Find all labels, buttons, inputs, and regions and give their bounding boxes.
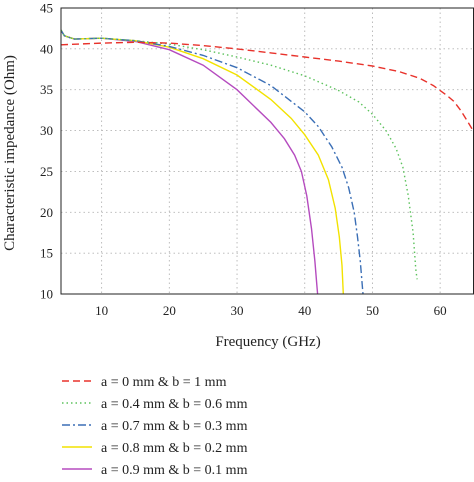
y-tick-label: 20	[40, 205, 53, 220]
y-tick-label: 10	[40, 287, 53, 302]
x-tick-label: 60	[434, 303, 447, 318]
x-tick-label: 10	[95, 303, 108, 318]
x-tick-label: 20	[163, 303, 176, 318]
series-line	[60, 29, 418, 280]
y-tick-label: 30	[40, 123, 53, 138]
legend-label: a = 0.4 mm & b = 0.6 mm	[101, 397, 248, 412]
legend-label: a = 0.7 mm & b = 0.3 mm	[101, 419, 248, 434]
x-tick-label: 50	[366, 303, 379, 318]
y-tick-label: 15	[40, 246, 53, 261]
legend-label: a = 0 mm & b = 1 mm	[101, 375, 227, 390]
x-tick-label: 30	[231, 303, 244, 318]
y-tick-label: 25	[40, 164, 53, 179]
x-tick-label: 40	[298, 303, 311, 318]
legend-label: a = 0.9 mm & b = 0.1 mm	[101, 463, 248, 478]
legend: a = 0 mm & b = 1 mm a = 0.4 mm & b = 0.6 …	[62, 375, 248, 478]
legend-label: a = 0.8 mm & b = 0.2 mm	[101, 441, 248, 456]
plot-lines	[60, 29, 474, 295]
series-line	[60, 29, 364, 295]
y-tick-label: 40	[40, 41, 53, 56]
series-line	[60, 29, 319, 295]
plot-frame	[60, 7, 474, 295]
series-line	[60, 41, 474, 133]
y-tick-labels: 10 15 20 25 30 35 40 45	[40, 1, 53, 302]
y-tick-label: 35	[40, 82, 53, 97]
y-axis-label: Characteristic impedance (Ohm)	[2, 55, 18, 251]
y-tick-label: 45	[40, 1, 53, 16]
series-line	[60, 29, 344, 295]
x-axis-label: Frequency (GHz)	[215, 334, 320, 350]
x-tick-labels: 10 20 30 40 50 60	[95, 303, 447, 318]
plot-grid	[61, 7, 474, 295]
